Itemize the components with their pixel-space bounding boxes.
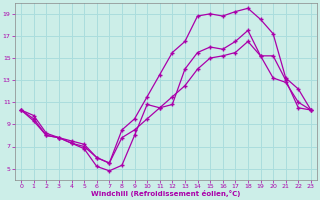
X-axis label: Windchill (Refroidissement éolien,°C): Windchill (Refroidissement éolien,°C) — [91, 190, 241, 197]
